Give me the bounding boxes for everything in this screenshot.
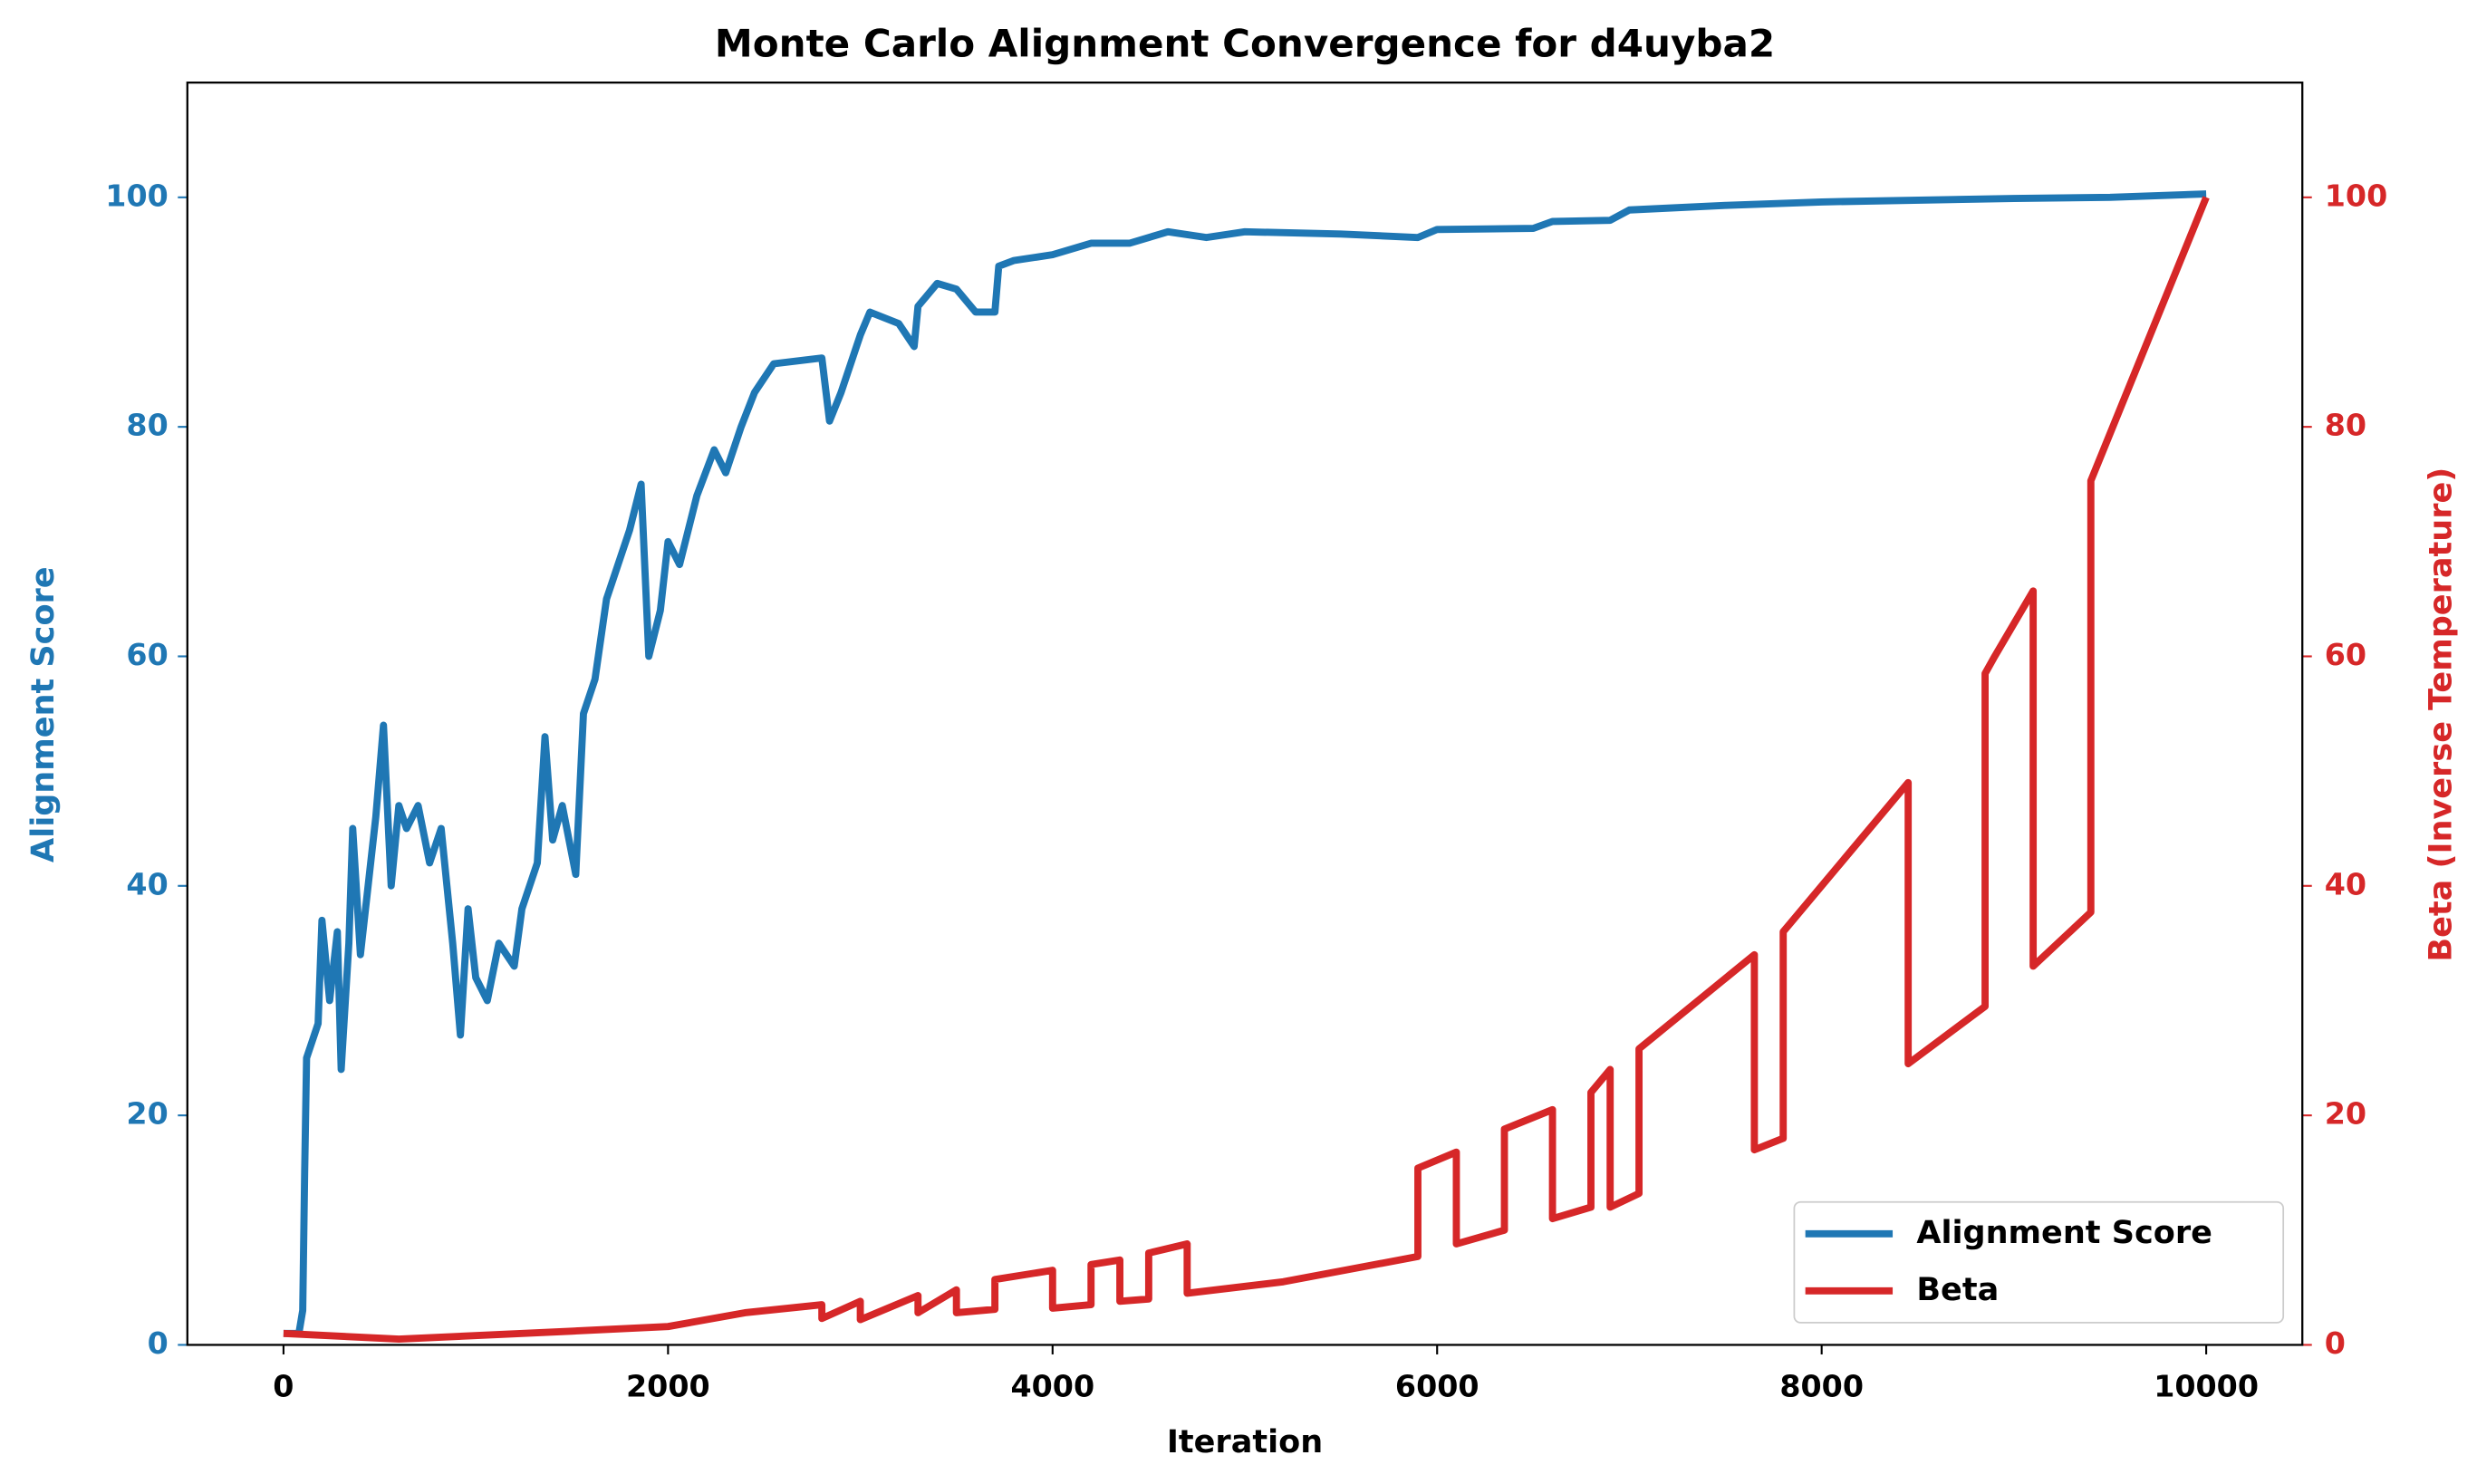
x-tick-label: 6000 xyxy=(1395,1368,1479,1403)
y-tick-label: 40 xyxy=(126,866,168,901)
y2-tick-label: 20 xyxy=(2325,1096,2366,1132)
legend-box xyxy=(1793,1200,2285,1324)
y-tick-label: 100 xyxy=(105,178,168,213)
x-tick-label: 4000 xyxy=(1010,1368,1094,1403)
y-tick-label: 60 xyxy=(126,637,168,672)
y2-tick-label: 40 xyxy=(2325,866,2366,901)
chart-title: Monte Carlo Alignment Convergence for d4… xyxy=(715,21,1775,65)
y-axis-label: Alignment Score xyxy=(24,566,62,862)
legend-label: Beta xyxy=(1916,1271,1999,1308)
y2-tick-label: 0 xyxy=(2325,1325,2346,1361)
y2-axis-label: Beta (Inverse Temperature) xyxy=(2422,467,2459,962)
line-series xyxy=(283,190,2207,1337)
y2-tick-label: 100 xyxy=(2325,178,2387,213)
x-tick-label: 0 xyxy=(273,1368,294,1403)
x-axis-label: Iteration xyxy=(1167,1423,1323,1460)
y2-tick-label: 80 xyxy=(2325,408,2366,443)
line-series xyxy=(283,196,2210,1344)
y2-tick-label: 60 xyxy=(2325,637,2366,672)
plot-frame xyxy=(186,82,2304,1346)
x-tick-label: 8000 xyxy=(1779,1368,1864,1403)
x-tick-label: 2000 xyxy=(626,1368,710,1403)
y-tick-label: 20 xyxy=(126,1096,168,1132)
x-tick-label: 10000 xyxy=(2154,1368,2259,1403)
legend-label: Alignment Score xyxy=(1916,1214,2212,1251)
y-tick-label: 0 xyxy=(148,1325,169,1361)
y-tick-label: 80 xyxy=(126,408,168,443)
